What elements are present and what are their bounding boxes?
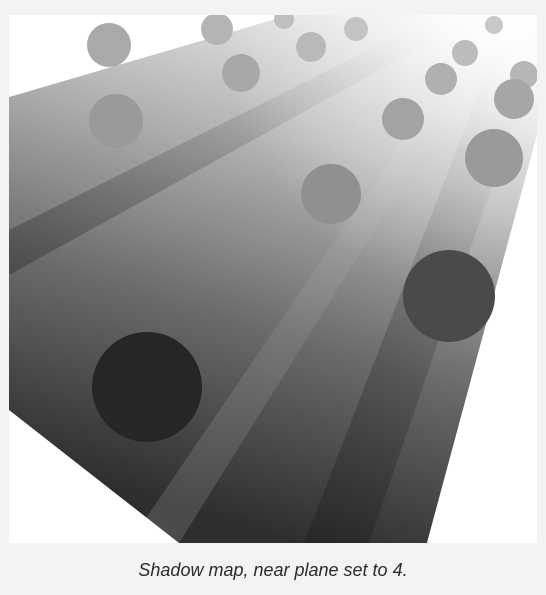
spheres (87, 15, 537, 442)
shadow-map-image (9, 15, 537, 543)
figure-caption: Shadow map, near plane set to 4. (138, 560, 408, 580)
shadow-map-render (9, 15, 537, 543)
